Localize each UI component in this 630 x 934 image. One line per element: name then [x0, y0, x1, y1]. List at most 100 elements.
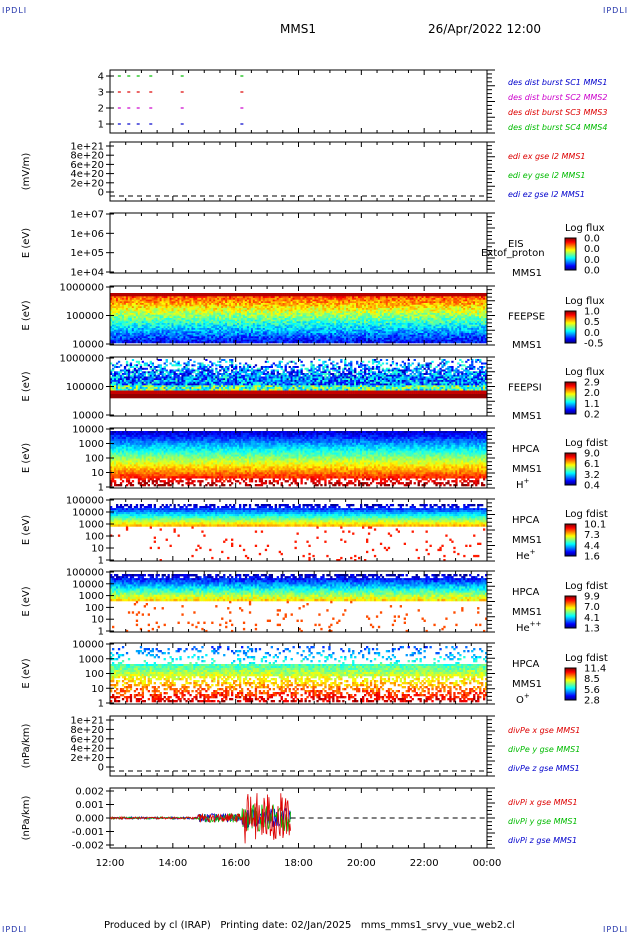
- feepse-cell: [141, 326, 144, 329]
- feepse-cell: [151, 318, 154, 320]
- feepse-cell: [229, 313, 232, 315]
- feepse-cell: [239, 334, 242, 337]
- feepse-cell: [366, 298, 369, 300]
- feepse-cell: [241, 339, 244, 342]
- feepse-cell: [205, 321, 208, 324]
- feepse-cell: [334, 296, 337, 299]
- feepse-cell: [114, 324, 117, 327]
- feepse-cell: [171, 294, 174, 297]
- feepse-cell: [284, 319, 287, 322]
- feepse-cell: [310, 316, 313, 319]
- feepse-cell: [340, 341, 343, 344]
- feepse-cell: [131, 324, 135, 327]
- feepse-cell: [282, 329, 285, 332]
- feepse-cell: [389, 336, 393, 339]
- feepse-cell: [326, 341, 329, 344]
- feepse-cell: [405, 336, 408, 339]
- feepse-cell: [219, 334, 222, 337]
- feepse-cell: [191, 308, 194, 310]
- feepse-cell: [385, 321, 389, 324]
- feepse-cell: [367, 341, 371, 344]
- feepse-cell: [242, 328, 246, 330]
- feepse-cell: [366, 321, 369, 324]
- feepse-cell: [129, 336, 133, 339]
- feepse-cell: [237, 334, 240, 337]
- feepse-cell: [340, 301, 343, 304]
- feepse-cell: [116, 319, 119, 322]
- feepse-cell: [125, 311, 129, 314]
- feepse-cell: [125, 293, 129, 295]
- feepse-cell: [282, 311, 285, 314]
- feepse-cell: [308, 339, 311, 342]
- feepse-cell: [403, 323, 406, 325]
- feepse-cell: [362, 303, 365, 305]
- feepse-cell: [371, 323, 375, 325]
- feepse-cell: [191, 293, 194, 295]
- feepse-cell: [225, 334, 228, 337]
- feepse-cell: [340, 338, 343, 340]
- feepse-cell: [300, 306, 303, 309]
- feepse-cell: [221, 318, 224, 320]
- feepse-cell: [352, 309, 355, 312]
- feepse-cell: [145, 333, 148, 335]
- feepse-cell: [262, 298, 266, 300]
- feepse-cell: [354, 334, 357, 337]
- feepse-cell: [207, 321, 210, 324]
- feepse-cell: [393, 299, 396, 302]
- feepse-cell: [362, 311, 365, 314]
- feepse-cell: [342, 296, 345, 299]
- feepse-cell: [417, 324, 420, 327]
- feepse-cell: [328, 328, 331, 330]
- feepse-cell: [250, 338, 254, 340]
- feepse-cell: [197, 338, 200, 340]
- feepse-cell: [112, 334, 115, 337]
- feepse-cell: [187, 331, 190, 334]
- feepse-cell: [280, 313, 283, 315]
- feepse-cell: [229, 293, 232, 295]
- feepse-cell: [183, 334, 186, 337]
- feepse-cell: [371, 321, 375, 324]
- feepse-cell: [413, 313, 416, 315]
- feepse-cell: [318, 336, 321, 339]
- feepse-cell: [409, 309, 412, 312]
- feepse-cell: [330, 306, 333, 309]
- feepse-cell: [348, 314, 351, 317]
- feepse-cell: [385, 334, 389, 337]
- feepse-cell: [399, 296, 402, 299]
- feepse-cell: [336, 321, 339, 324]
- feepse-cell: [350, 321, 353, 324]
- feepse-cell: [417, 296, 420, 299]
- feepse-cell: [354, 294, 357, 297]
- feepse-cell: [209, 306, 212, 309]
- feepse-cell: [358, 313, 361, 315]
- feepse-cell: [379, 339, 383, 342]
- feepse-cell: [246, 328, 250, 330]
- feepse-cell: [213, 323, 216, 325]
- feepse-cell: [233, 324, 236, 327]
- feepse-cell: [314, 308, 317, 310]
- feepse-cell: [116, 314, 119, 317]
- feepse-cell: [121, 308, 125, 310]
- feepse-cell: [157, 319, 160, 322]
- feepse-cell: [241, 306, 244, 309]
- feepse-cell: [143, 299, 146, 302]
- feepse-cell: [185, 314, 188, 317]
- feepse-cell: [163, 296, 166, 299]
- feepse-cell: [256, 311, 260, 314]
- feepse-cell: [294, 304, 297, 307]
- feepse-cell: [235, 318, 238, 320]
- feepse-cell: [227, 318, 230, 320]
- feepse-cell: [203, 334, 206, 337]
- feepse-cell: [169, 308, 172, 310]
- feepse-cell: [217, 321, 220, 324]
- feepse-cell: [391, 328, 395, 330]
- feepse-cell: [151, 319, 154, 322]
- feepse-cell: [242, 314, 246, 317]
- feepse-cell: [185, 303, 188, 305]
- feepse-cell: [340, 309, 343, 312]
- feepse-cell: [377, 323, 381, 325]
- feepse-cell: [151, 331, 154, 334]
- feepse-cell: [419, 308, 422, 310]
- feepse-cell: [292, 316, 295, 319]
- feepse-cell: [254, 326, 258, 329]
